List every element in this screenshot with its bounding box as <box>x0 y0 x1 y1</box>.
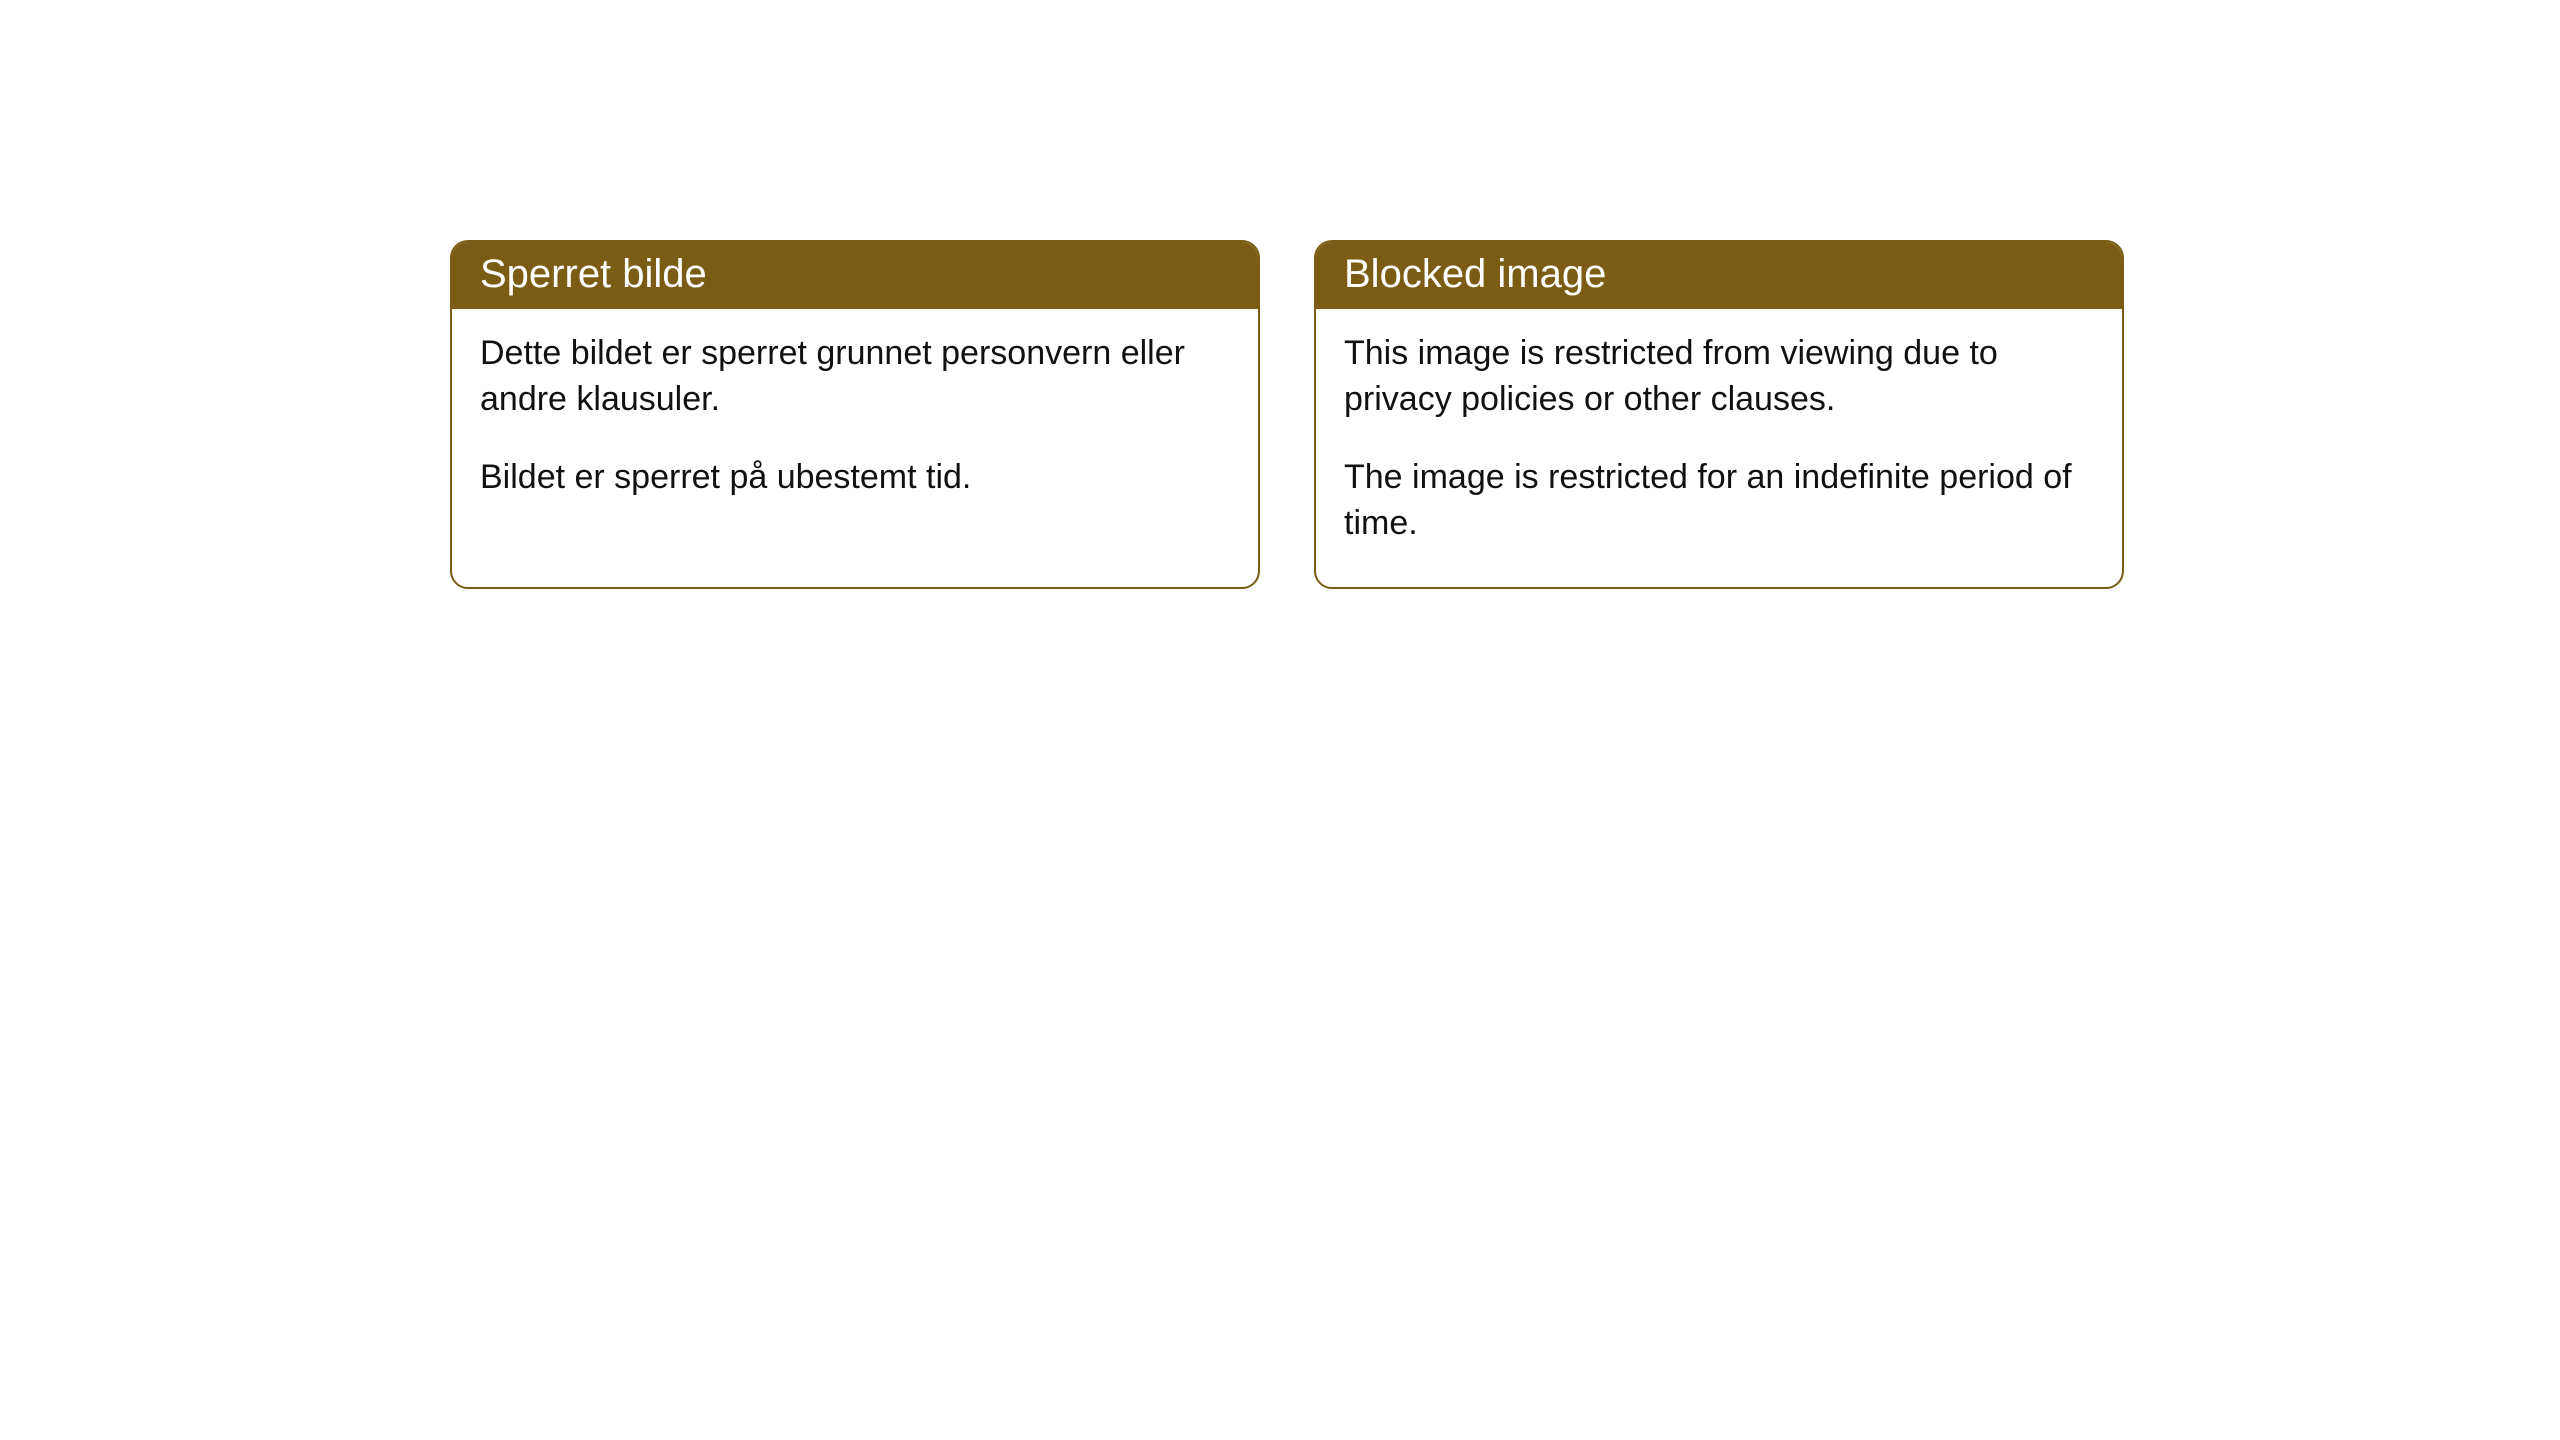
notice-paragraph: Dette bildet er sperret grunnet personve… <box>480 331 1230 423</box>
notice-header: Blocked image <box>1316 242 2122 309</box>
notice-body: This image is restricted from viewing du… <box>1316 309 2122 587</box>
notice-card-norwegian: Sperret bilde Dette bildet er sperret gr… <box>450 240 1260 589</box>
notice-paragraph: Bildet er sperret på ubestemt tid. <box>480 455 1230 501</box>
notice-card-english: Blocked image This image is restricted f… <box>1314 240 2124 589</box>
notice-container: Sperret bilde Dette bildet er sperret gr… <box>0 0 2560 589</box>
notice-header: Sperret bilde <box>452 242 1258 309</box>
notice-body: Dette bildet er sperret grunnet personve… <box>452 309 1258 541</box>
notice-paragraph: The image is restricted for an indefinit… <box>1344 455 2094 547</box>
notice-paragraph: This image is restricted from viewing du… <box>1344 331 2094 423</box>
